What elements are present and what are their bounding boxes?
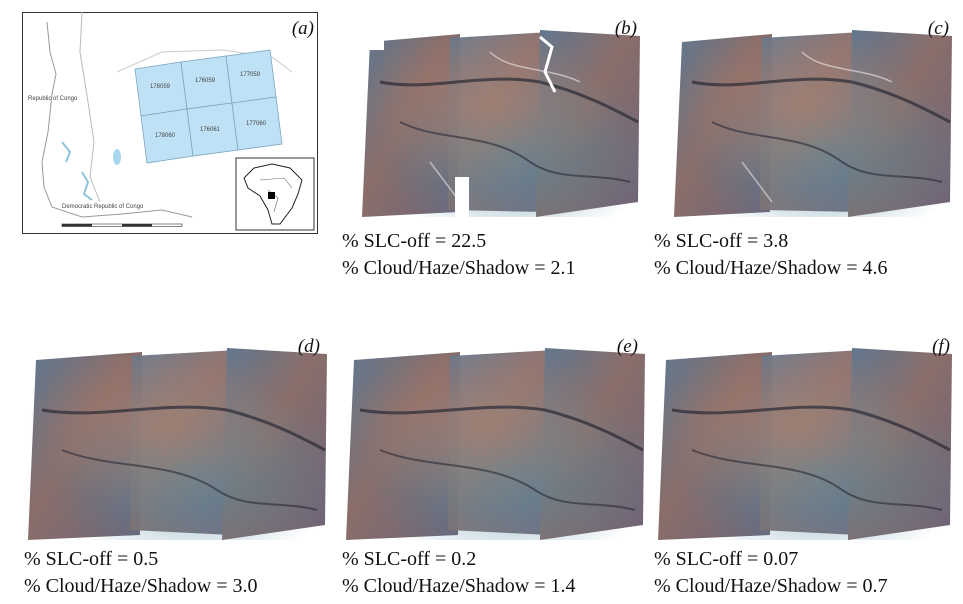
scene-id-2: 176059 — [195, 78, 216, 84]
panel-a-map: 178059 176059 177059 178060 176061 17706… — [22, 12, 318, 234]
caption-e: % SLC-off = 0.2 % Cloud/Haze/Shadow = 1.… — [342, 546, 575, 600]
panel-label-e: (e) — [617, 336, 638, 358]
slc-off-d: % SLC-off = 0.5 — [24, 546, 257, 573]
satellite-mosaic-e — [340, 330, 650, 544]
satellite-mosaic-f — [652, 330, 957, 544]
panel-b: (b) % SLC-off = 22.5 % Cloud/Haze/Shadow… — [340, 12, 645, 297]
caption-d: % SLC-off = 0.5 % Cloud/Haze/Shadow = 3.… — [24, 546, 257, 600]
satellite-mosaic-d — [22, 330, 332, 544]
landsat-scene-footprints: 178059 176059 177059 178060 176061 17706… — [135, 50, 282, 163]
slc-off-b: % SLC-off = 22.5 — [342, 228, 575, 255]
slc-off-f: % SLC-off = 0.07 — [654, 546, 887, 573]
slc-off-e: % SLC-off = 0.2 — [342, 546, 575, 573]
panel-d: (d) % SLC-off = 0.5 % Cloud/Haze/Shadow … — [22, 330, 332, 604]
cloud-haze-shadow-c: % Cloud/Haze/Shadow = 4.6 — [654, 255, 887, 282]
panel-label-f: (f) — [932, 336, 950, 358]
cloud-haze-shadow-e: % Cloud/Haze/Shadow = 1.4 — [342, 573, 575, 600]
caption-c: % SLC-off = 3.8 % Cloud/Haze/Shadow = 4.… — [654, 228, 887, 282]
panel-f: (f) % SLC-off = 0.07 % Cloud/Haze/Shadow… — [652, 330, 962, 604]
panel-c: (c) % SLC-off = 3.8 % Cloud/Haze/Shadow … — [652, 12, 957, 297]
satellite-mosaic-c — [652, 12, 957, 227]
scene-id-1: 178059 — [150, 84, 171, 90]
panel-e: (e) % SLC-off = 0.2 % Cloud/Haze/Shadow … — [340, 330, 650, 604]
caption-f: % SLC-off = 0.07 % Cloud/Haze/Shadow = 0… — [654, 546, 887, 600]
cloud-haze-shadow-f: % Cloud/Haze/Shadow = 0.7 — [654, 573, 887, 600]
scene-id-4: 178060 — [155, 133, 176, 139]
scale-bar — [62, 224, 182, 227]
cloud-haze-shadow-d: % Cloud/Haze/Shadow = 3.0 — [24, 573, 257, 600]
satellite-mosaic-b — [340, 12, 645, 227]
panel-label-a: (a) — [292, 18, 314, 40]
label-republic-of-congo: Republic of Congo — [28, 96, 78, 102]
scene-id-6: 177060 — [246, 121, 267, 127]
slc-off-c: % SLC-off = 3.8 — [654, 228, 887, 255]
scene-id-3: 177059 — [240, 72, 261, 78]
cloud-haze-shadow-b: % Cloud/Haze/Shadow = 2.1 — [342, 255, 575, 282]
panel-label-c: (c) — [928, 18, 949, 40]
label-drc: Democratic Republic of Congo — [62, 204, 144, 210]
panel-label-b: (b) — [615, 18, 637, 40]
panel-label-d: (d) — [298, 336, 320, 358]
caption-b: % SLC-off = 22.5 % Cloud/Haze/Shadow = 2… — [342, 228, 575, 282]
scene-id-5: 176061 — [200, 127, 221, 133]
africa-inset — [236, 158, 314, 230]
location-map: 178059 176059 177059 178060 176061 17706… — [22, 12, 318, 234]
